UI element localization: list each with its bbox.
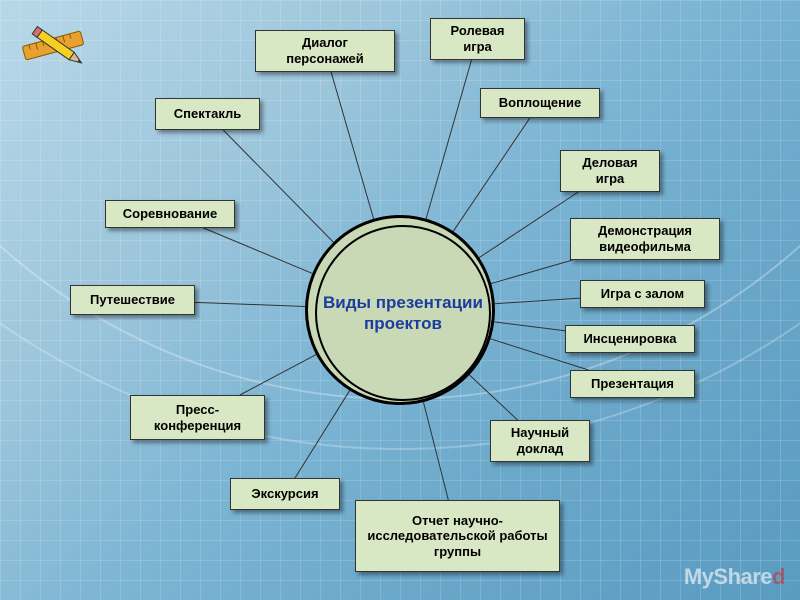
connector-report (423, 402, 448, 500)
node-embody: Воплощение (480, 88, 600, 118)
watermark-highlight: d (772, 564, 785, 589)
connector-competition (204, 228, 313, 273)
watermark-text: MyShare (684, 564, 772, 589)
center-node: Виды презентации проектов (305, 215, 495, 405)
node-scientific: Научный доклад (490, 420, 590, 462)
connector-press (240, 355, 316, 395)
connector-hall (495, 298, 580, 304)
connector-staging (494, 322, 565, 331)
center-label: Виды презентации проектов (321, 231, 485, 395)
node-video: Демонстрация видеофильма (570, 218, 720, 260)
connector-embody (453, 118, 530, 231)
connector-dialog (331, 72, 373, 219)
connector-business (479, 192, 578, 258)
node-spectacle: Спектакль (155, 98, 260, 130)
watermark: MyShared (684, 564, 785, 590)
node-hall: Игра с залом (580, 280, 705, 308)
node-press: Пресс-конференция (130, 395, 265, 440)
connector-scientific (469, 375, 517, 420)
node-dialog: Диалог персонажей (255, 30, 395, 72)
connector-travel (195, 302, 305, 306)
connector-spectacle (223, 130, 333, 242)
node-report: Отчет научно-исследовательской работы гр… (355, 500, 560, 572)
connector-excursion (295, 391, 350, 478)
node-staging: Инсценировка (565, 325, 695, 353)
node-competition: Соревнование (105, 200, 235, 228)
node-business: Деловая игра (560, 150, 660, 192)
node-excursion: Экскурсия (230, 478, 340, 510)
node-role: Ролевая игра (430, 18, 525, 60)
diagram-canvas: Диалог персонажей Ролевая игра Воплощение С… (0, 0, 800, 600)
node-presentation: Презентация (570, 370, 695, 398)
connector-video (491, 260, 572, 284)
node-travel: Путешествие (70, 285, 195, 315)
connector-role (426, 60, 471, 219)
